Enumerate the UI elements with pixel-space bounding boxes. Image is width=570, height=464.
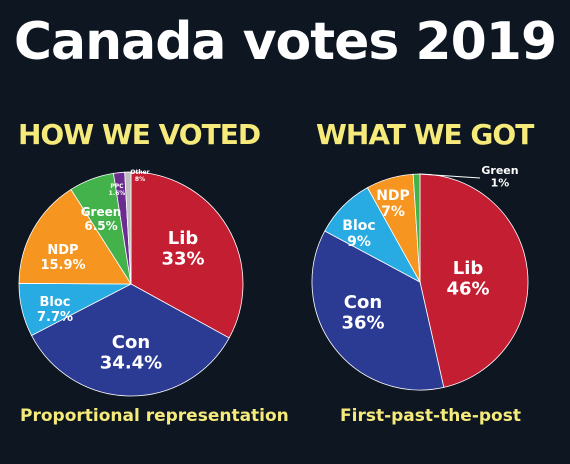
right-chart-caption: First-past-the-post (340, 406, 521, 426)
right-chart-heading: WHAT WE GOT (316, 118, 534, 151)
left-chart-heading: HOW WE VOTED (18, 118, 261, 151)
page-title: Canada votes 2019 (13, 12, 557, 72)
pie-slice-lib (130, 171, 244, 339)
pie-slice-ndp (18, 188, 132, 285)
slice-value-ndp: 15.9% (40, 258, 85, 273)
slice-value-green: 6.5% (84, 219, 117, 233)
slice-value-ppc: 1.6% (109, 190, 126, 197)
pie-slice-con (30, 283, 230, 397)
slice-value-con: 34.4% (100, 353, 162, 374)
slice-label-other: Other (130, 169, 149, 176)
slice-label-bloc: Bloc (39, 295, 70, 310)
slice-label-lib: Lib (168, 228, 199, 249)
slice-label-green: Green (81, 205, 122, 219)
slice-value-bloc: 7.7% (37, 310, 73, 325)
pie-slice-other (124, 171, 132, 285)
slice-value-other: 8% (135, 176, 145, 183)
slice-label-ndp: NDP (47, 243, 78, 258)
slice-label-con: Con (112, 332, 150, 353)
left-chart-caption: Proportional representation (20, 406, 289, 426)
pie-slices (18, 171, 244, 397)
slice-value-lib: 33% (161, 249, 204, 270)
slice-label-ppc: PPC (110, 183, 124, 190)
